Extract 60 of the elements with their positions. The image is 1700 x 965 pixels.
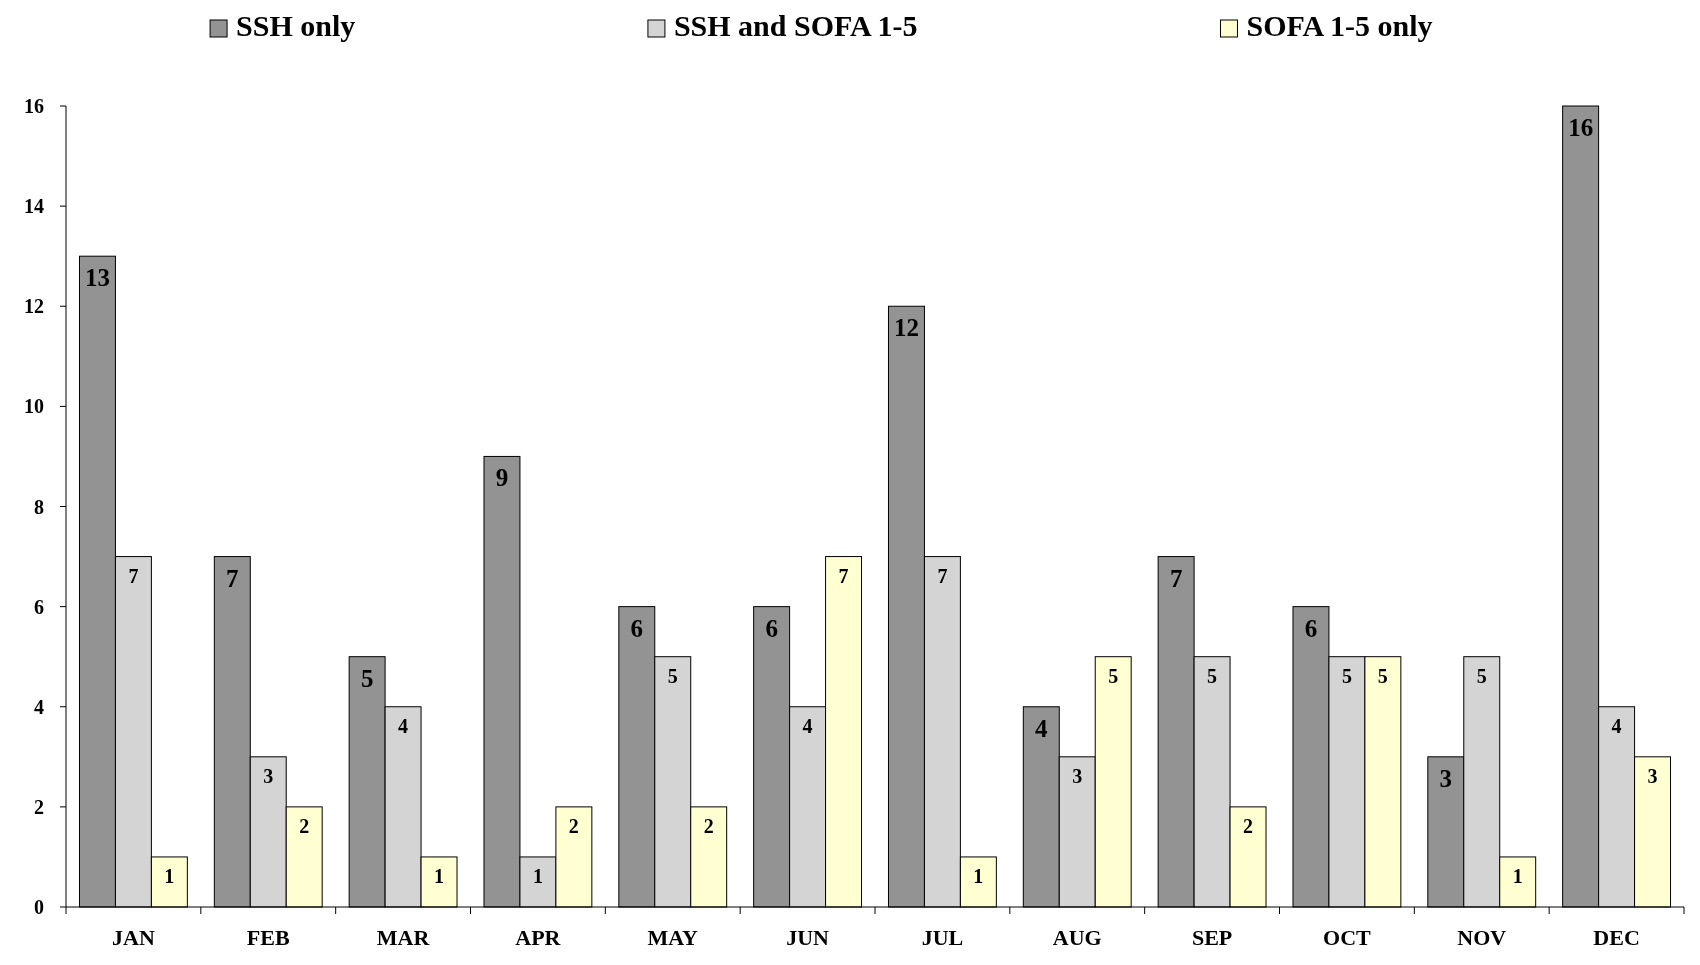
data-label: 2 <box>299 814 310 837</box>
y-tick-label: 14 <box>24 195 44 218</box>
x-tick-label: SEP <box>1191 925 1233 950</box>
data-label: 12 <box>893 314 919 342</box>
y-tick-label: 2 <box>34 795 44 818</box>
x-tick-label: APR <box>515 925 562 950</box>
data-label: 3 <box>1647 764 1658 787</box>
data-label: 7 <box>937 564 948 587</box>
data-label: 5 <box>667 664 678 687</box>
data-label: 2 <box>568 814 579 837</box>
x-tick-label: NOV <box>1457 925 1507 950</box>
data-label: 7 <box>838 564 849 587</box>
y-tick-label: 8 <box>34 495 44 518</box>
data-label: 9 <box>495 464 509 492</box>
data-label: 1 <box>164 864 175 887</box>
y-tick-label: 10 <box>24 395 44 418</box>
y-tick-label: 6 <box>34 595 44 618</box>
data-label: 3 <box>1072 764 1083 787</box>
data-label: 4 <box>802 714 813 737</box>
data-label: 6 <box>765 614 778 642</box>
x-tick-label: DEC <box>1593 925 1640 950</box>
y-tick-label: 4 <box>34 695 44 718</box>
data-label: 13 <box>84 264 110 292</box>
data-label: 6 <box>630 614 644 642</box>
data-label: 5 <box>360 664 374 692</box>
x-tick-label: OCT <box>1323 925 1372 950</box>
x-tick-label: MAR <box>376 925 431 950</box>
legend-label: SOFA 1-5 only <box>1246 9 1433 42</box>
data-label: 1 <box>532 864 543 887</box>
data-label: 1 <box>973 864 984 887</box>
legend-label: SSH only <box>236 9 356 42</box>
data-label: 5 <box>1207 664 1218 687</box>
data-label: 5 <box>1108 664 1119 687</box>
legend-label: SSH and SOFA 1-5 <box>673 9 918 42</box>
data-label: 4 <box>398 714 409 737</box>
data-label: 5 <box>1377 664 1388 687</box>
x-tick-label: JUN <box>786 925 830 950</box>
y-tick-label: 16 <box>24 95 44 117</box>
data-label: 7 <box>128 564 139 587</box>
data-label: 16 <box>1568 114 1594 141</box>
data-label: 5 <box>1476 664 1487 687</box>
data-label: 3 <box>263 764 274 787</box>
y-tick-label: 12 <box>24 295 44 318</box>
data-label: 3 <box>1439 764 1453 792</box>
x-tick-label: MAY <box>647 925 699 950</box>
data-label: 1 <box>434 864 445 887</box>
data-label: 2 <box>703 814 714 837</box>
x-tick-label: FEB <box>246 925 290 950</box>
data-label: 1 <box>1512 864 1523 887</box>
data-label: 5 <box>1341 664 1352 687</box>
data-label: 4 <box>1035 714 1049 742</box>
data-label: 6 <box>1304 614 1318 642</box>
data-label: 7 <box>1169 564 1183 592</box>
data-label: 4 <box>1611 714 1622 737</box>
x-tick-label: JAN <box>112 925 155 950</box>
x-tick-label: AUG <box>1052 925 1102 950</box>
y-tick-label: 0 <box>34 896 44 918</box>
x-tick-label: JUL <box>921 925 964 950</box>
data-label: 7 <box>226 564 239 592</box>
data-label: 2 <box>1243 814 1254 837</box>
